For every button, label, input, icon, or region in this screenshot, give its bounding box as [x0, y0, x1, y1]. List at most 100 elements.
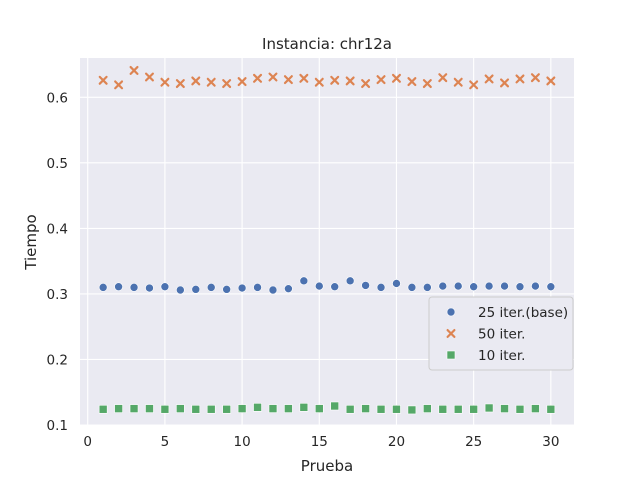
data-point: [376, 75, 386, 85]
data-points: [98, 65, 556, 415]
series-1-points: [98, 276, 556, 295]
data-point: [330, 282, 340, 292]
data-point: [361, 281, 370, 290]
data-point: [391, 73, 401, 83]
legend-label: 25 iter.(base): [478, 305, 568, 321]
data-point: [144, 72, 154, 82]
data-point: [500, 404, 509, 413]
data-point: [253, 403, 262, 412]
data-point: [191, 285, 201, 294]
legend: 25 iter.(base) 50 iter. 10 iter.: [428, 296, 574, 371]
data-point: [453, 404, 463, 414]
data-point: [345, 276, 355, 286]
data-point: [376, 283, 386, 292]
data-point: [98, 404, 108, 414]
data-point: [176, 404, 185, 413]
grid-lines: [80, 58, 574, 426]
data-point: [361, 79, 371, 89]
tick-labels: 0 5 10 15 20 25 30 0.1 0.2 0.3 0.4 0.5 0.6: [47, 90, 560, 450]
data-point: [392, 404, 401, 414]
x-tick-label: 5: [161, 434, 170, 450]
data-point: [284, 404, 293, 413]
legend-label: 10 iter.: [478, 348, 525, 364]
data-point: [469, 282, 478, 292]
data-point: [206, 404, 216, 414]
data-point: [284, 284, 293, 293]
data-point: [407, 405, 417, 415]
data-point: [392, 279, 401, 288]
data-point: [484, 403, 494, 413]
data-point: [423, 283, 432, 292]
y-tick-label: 0.3: [47, 287, 68, 303]
data-point: [546, 76, 556, 86]
data-point: [129, 283, 139, 292]
data-point: [515, 404, 525, 414]
data-point: [206, 283, 216, 292]
data-point: [546, 282, 556, 292]
data-point: [114, 282, 123, 292]
data-point: [129, 404, 139, 413]
data-point: [407, 283, 417, 292]
data-point: [515, 282, 525, 292]
y-tick-label: 0.2: [47, 352, 68, 368]
y-tick-label: 0.4: [47, 221, 68, 237]
data-point: [145, 404, 154, 413]
data-point: [160, 77, 170, 87]
legend-marker-square: [446, 350, 456, 360]
data-point: [237, 77, 247, 87]
data-point: [98, 75, 108, 85]
data-point: [129, 65, 139, 75]
legend-marker-circle: [446, 307, 456, 317]
data-point: [438, 281, 448, 291]
data-point: [237, 283, 247, 293]
data-point: [253, 73, 263, 83]
data-point: [191, 404, 201, 414]
data-point: [330, 75, 340, 85]
data-point: [283, 75, 293, 85]
data-point: [268, 72, 278, 82]
x-tick-label: 10: [234, 434, 251, 450]
data-point: [453, 77, 463, 87]
data-point: [500, 78, 510, 88]
data-point: [237, 404, 247, 413]
data-point: [515, 74, 525, 84]
data-point: [160, 404, 170, 414]
x-tick-label: 30: [542, 434, 559, 450]
data-point: [330, 401, 340, 411]
data-point: [546, 404, 556, 414]
data-point: [299, 403, 309, 412]
legend-label: 50 iter.: [478, 327, 525, 343]
data-point: [114, 80, 124, 90]
data-point: [423, 404, 432, 413]
data-point: [438, 73, 448, 83]
data-point: [345, 76, 355, 86]
data-point: [98, 283, 108, 292]
y-tick-label: 0.1: [47, 418, 68, 434]
data-point: [314, 77, 324, 87]
x-axis-title: Prueba: [301, 457, 353, 475]
data-point: [345, 404, 355, 414]
legend-marker-x: [446, 329, 456, 338]
data-point: [191, 76, 201, 86]
x-tick-label: 20: [388, 434, 405, 450]
x-tick-label: 15: [311, 434, 328, 450]
data-point: [299, 276, 309, 286]
data-point: [376, 404, 386, 414]
data-point: [268, 285, 278, 295]
x-tick-label: 0: [83, 434, 92, 450]
data-point: [422, 79, 432, 89]
data-point: [222, 79, 232, 89]
data-point: [469, 80, 479, 90]
data-point: [206, 77, 216, 87]
data-point: [145, 283, 154, 293]
data-point: [222, 285, 231, 294]
data-point: [361, 404, 370, 413]
x-tick-label: 25: [465, 434, 482, 450]
data-point: [407, 77, 417, 87]
data-point: [175, 79, 185, 89]
data-point: [531, 404, 540, 413]
series-2-points: [98, 65, 556, 90]
data-point: [222, 404, 231, 414]
y-tick-label: 0.5: [47, 156, 68, 172]
